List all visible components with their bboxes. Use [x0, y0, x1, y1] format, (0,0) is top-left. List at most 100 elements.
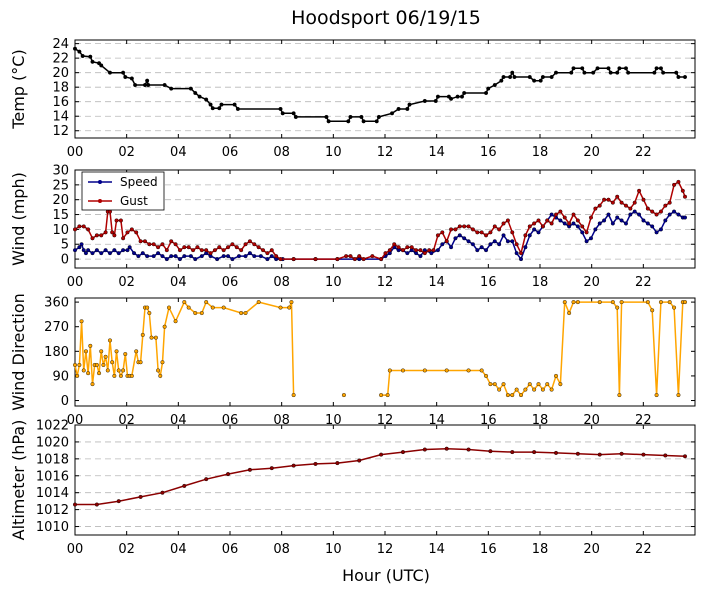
data-point — [536, 382, 541, 387]
data-point — [77, 245, 82, 250]
data-point — [116, 499, 121, 504]
data-point — [252, 242, 257, 247]
data-point — [182, 245, 187, 250]
data-point — [385, 393, 390, 398]
series-line — [74, 180, 686, 261]
y-tick-label: 90 — [52, 369, 69, 384]
data-point — [654, 393, 659, 398]
data-point — [680, 188, 685, 193]
data-point — [348, 254, 353, 259]
data-point — [475, 230, 480, 235]
x-tick-label: 00 — [67, 145, 84, 160]
data-point — [536, 230, 541, 235]
data-point — [650, 308, 655, 313]
data-point — [658, 300, 663, 305]
data-point — [169, 239, 174, 244]
data-point — [186, 245, 191, 250]
data-point — [160, 242, 165, 247]
data-point — [116, 368, 121, 373]
data-point — [313, 461, 318, 466]
data-point — [278, 305, 283, 310]
data-point — [602, 218, 607, 223]
data-point — [121, 236, 126, 241]
data-point — [313, 257, 318, 262]
data-point — [396, 245, 401, 250]
data-point — [147, 242, 152, 247]
data-point — [405, 245, 410, 250]
data-point — [619, 300, 624, 305]
data-point — [210, 305, 215, 310]
data-point — [204, 300, 209, 305]
data-point — [110, 360, 115, 365]
x-tick-label: 12 — [377, 275, 394, 290]
data-point — [672, 182, 677, 187]
data-point — [628, 206, 633, 211]
data-point — [204, 97, 209, 102]
data-point — [449, 245, 454, 250]
data-point — [232, 102, 237, 107]
y-tick-label: 14 — [52, 110, 69, 125]
data-point — [239, 248, 244, 253]
x-tick-label: 12 — [377, 542, 394, 557]
data-point — [567, 311, 572, 316]
series-alt-0 — [72, 446, 688, 507]
data-point — [151, 242, 156, 247]
data-point — [79, 242, 84, 247]
data-point — [479, 230, 484, 235]
data-point — [663, 453, 668, 458]
data-point — [584, 230, 589, 235]
y-tick-label: 0 — [61, 394, 69, 409]
data-point — [407, 102, 412, 107]
data-point — [676, 212, 681, 217]
data-point — [652, 70, 657, 75]
data-point — [674, 70, 679, 75]
data-point — [156, 368, 161, 373]
data-point — [459, 94, 464, 99]
data-point — [77, 224, 82, 229]
data-point — [514, 242, 519, 247]
data-point — [234, 245, 239, 250]
data-point — [435, 233, 440, 238]
data-point — [274, 254, 279, 259]
data-point — [433, 98, 438, 103]
data-point — [641, 197, 646, 202]
x-tick-label: 08 — [273, 413, 290, 428]
data-point — [455, 94, 460, 99]
axes-frame — [74, 39, 696, 139]
data-point — [164, 257, 169, 262]
data-point — [628, 212, 633, 217]
x-tick-label: 00 — [67, 542, 84, 557]
data-point — [81, 248, 86, 253]
data-point — [508, 75, 513, 80]
data-point — [580, 224, 585, 229]
data-point — [492, 83, 497, 88]
data-point — [540, 224, 545, 229]
data-point — [376, 114, 381, 119]
data-point — [449, 96, 454, 101]
data-point — [88, 343, 93, 348]
data-point — [379, 257, 384, 262]
data-point — [626, 70, 631, 75]
x-tick-label: 18 — [532, 275, 549, 290]
data-point — [160, 490, 165, 495]
data-point — [173, 319, 178, 324]
data-point — [280, 111, 285, 116]
data-point — [575, 218, 580, 223]
data-point — [623, 203, 628, 208]
data-point — [615, 194, 620, 199]
data-point — [341, 393, 346, 398]
data-point — [584, 239, 589, 244]
data-point — [492, 382, 497, 387]
data-point — [387, 248, 392, 253]
data-point — [127, 245, 132, 250]
data-point — [90, 236, 95, 241]
data-point — [663, 218, 668, 223]
data-point — [654, 66, 659, 71]
data-point — [488, 382, 493, 387]
data-point — [105, 368, 110, 373]
data-point — [554, 373, 559, 378]
data-point — [499, 78, 504, 83]
data-point — [429, 251, 434, 256]
data-point — [118, 373, 123, 378]
